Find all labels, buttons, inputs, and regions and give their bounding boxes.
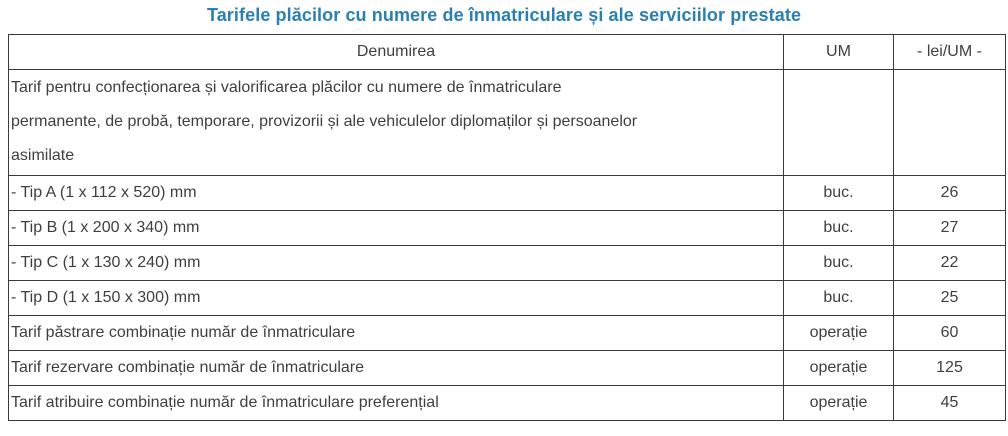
cell-lei: 45 bbox=[893, 385, 1006, 421]
document-page: Tarifele plăcilor cu numere de înmatricu… bbox=[0, 5, 1008, 421]
header-denumirea: Denumirea bbox=[8, 34, 784, 70]
cell-denumire: - Tip C (1 x 130 x 240) mm bbox=[8, 245, 784, 281]
header-lei-um: - lei/UM - bbox=[893, 34, 1006, 70]
table-row-tip-c: - Tip C (1 x 130 x 240) mm buc. 22 bbox=[8, 245, 1006, 281]
cell-denumire: Tarif atribuire combinație număr de înma… bbox=[8, 385, 784, 421]
cell-lei: 125 bbox=[893, 350, 1006, 386]
cell-lei: 26 bbox=[893, 175, 1006, 211]
cell-denumire: Tarif rezervare combinație număr de înma… bbox=[8, 350, 784, 386]
tariff-table: Denumirea UM - lei/UM - Tarif pentru con… bbox=[8, 34, 1006, 421]
cell-um bbox=[783, 69, 894, 176]
table-row-tip-b: - Tip B (1 x 200 x 340) mm buc. 27 bbox=[8, 210, 1006, 246]
cell-um: operație bbox=[783, 385, 894, 421]
cell-denumire: Tarif pentru confecționarea și valorific… bbox=[8, 69, 784, 176]
table-row-group-tarif-confectionare: Tarif pentru confecționarea și valorific… bbox=[8, 69, 1006, 176]
cell-lei: 22 bbox=[893, 245, 1006, 281]
table-row-tarif-rezervare: Tarif rezervare combinație număr de înma… bbox=[8, 350, 1006, 386]
table-row-tip-d: - Tip D (1 x 150 x 300) mm buc. 25 bbox=[8, 280, 1006, 316]
cell-denumire: Tarif păstrare combinație număr de înmat… bbox=[8, 315, 784, 351]
cell-um: buc. bbox=[783, 280, 894, 316]
text-line: asimilate bbox=[11, 147, 75, 164]
text-line: Tarif pentru confecționarea și valorific… bbox=[11, 79, 562, 96]
cell-um: operație bbox=[783, 315, 894, 351]
cell-lei bbox=[893, 69, 1006, 176]
cell-um: buc. bbox=[783, 210, 894, 246]
cell-lei: 27 bbox=[893, 210, 1006, 246]
cell-um: buc. bbox=[783, 175, 894, 211]
table-row-tarif-atribuire: Tarif atribuire combinație număr de înma… bbox=[8, 385, 1006, 421]
cell-denumire: - Tip B (1 x 200 x 340) mm bbox=[8, 210, 784, 246]
cell-lei: 60 bbox=[893, 315, 1006, 351]
cell-um: buc. bbox=[783, 245, 894, 281]
cell-lei: 25 bbox=[893, 280, 1006, 316]
cell-denumire: - Tip A (1 x 112 x 520) mm bbox=[8, 175, 784, 211]
table-header-row: Denumirea UM - lei/UM - bbox=[8, 34, 1006, 70]
table-row-tarif-pastrare: Tarif păstrare combinație număr de înmat… bbox=[8, 315, 1006, 351]
header-um: UM bbox=[783, 34, 894, 70]
cell-denumire: - Tip D (1 x 150 x 300) mm bbox=[8, 280, 784, 316]
text-line: permanente, de probă, temporare, provizo… bbox=[11, 113, 638, 130]
table-row-tip-a: - Tip A (1 x 112 x 520) mm buc. 26 bbox=[8, 175, 1006, 211]
cell-um: operație bbox=[783, 350, 894, 386]
page-title: Tarifele plăcilor cu numere de înmatricu… bbox=[206, 5, 802, 25]
